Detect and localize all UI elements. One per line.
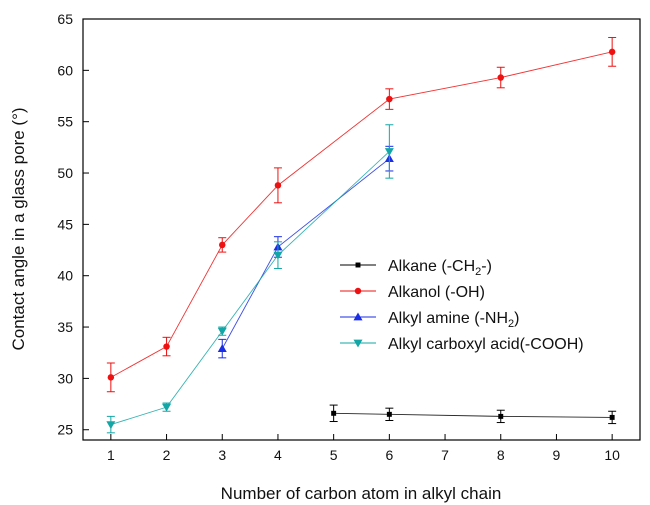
series-line <box>333 412 613 418</box>
data-point <box>384 148 394 156</box>
legend-marker <box>355 262 361 268</box>
data-point <box>274 182 282 189</box>
y-tick-label: 45 <box>57 216 73 232</box>
y-tick-label: 25 <box>57 422 73 438</box>
series-2 <box>217 145 394 359</box>
x-axis-label: Number of carbon atom in alkyl chain <box>221 484 502 503</box>
series-layer <box>106 36 617 434</box>
series-3 <box>106 124 394 434</box>
data-point <box>608 48 616 56</box>
data-point <box>331 410 337 416</box>
legend-marker <box>354 287 362 295</box>
data-point <box>609 414 615 420</box>
y-axis-label: Contact angle in a glass pore (°) <box>9 107 28 350</box>
data-point <box>498 413 504 419</box>
plot-frame <box>82 18 641 441</box>
x-tick-label: 10 <box>604 447 620 463</box>
data-point <box>386 95 393 103</box>
legend-label: Alkane (-CH2-) <box>388 258 492 278</box>
y-tick-label: 30 <box>57 370 73 386</box>
legend-item-2: Alkyl amine (-NH2) <box>340 310 519 330</box>
legend-label: Alkyl carboxyl acid(-COOH) <box>388 336 584 353</box>
y-tick-label: 60 <box>57 62 73 78</box>
legend-marker <box>353 312 363 321</box>
series-0 <box>329 404 617 425</box>
y-axis: 25 30 35 40 45 50 55 60 65 <box>57 11 89 438</box>
y-tick-label: 40 <box>57 268 73 284</box>
x-tick-label: 9 <box>553 447 561 463</box>
legend-marker <box>353 339 363 348</box>
legend: Alkane (-CH2-) Alkanol (-OH) Alkyl amine (… <box>340 258 584 353</box>
x-tick-label: 7 <box>441 447 449 463</box>
x-tick-label: 2 <box>163 447 171 463</box>
y-tick-label: 50 <box>57 165 73 181</box>
data-point <box>386 411 392 417</box>
x-tick-label: 5 <box>330 447 338 463</box>
x-tick-label: 3 <box>218 447 226 463</box>
legend-item-1: Alkanol (-OH) <box>340 284 485 301</box>
legend-label: Alkyl amine (-NH2) <box>388 310 519 330</box>
data-point <box>273 251 283 260</box>
y-tick-label: 35 <box>57 319 73 335</box>
y-tick-label: 65 <box>57 11 73 27</box>
series-line <box>110 151 390 426</box>
legend-item-3: Alkyl carboxyl acid(-COOH) <box>340 336 584 353</box>
x-tick-label: 6 <box>385 447 393 463</box>
x-tick-label: 4 <box>274 447 282 463</box>
data-point <box>219 241 226 249</box>
series-line <box>110 51 613 378</box>
data-point <box>106 421 116 430</box>
data-point <box>497 74 504 81</box>
series-line <box>221 158 390 349</box>
x-axis: 1 2 3 4 5 6 7 8 9 10 <box>107 434 620 463</box>
x-tick-label: 8 <box>497 447 505 463</box>
data-point <box>217 327 227 336</box>
data-point <box>162 403 172 412</box>
legend-label: Alkanol (-OH) <box>388 284 485 301</box>
series-1 <box>106 36 617 393</box>
data-point <box>107 374 115 381</box>
data-point <box>217 344 227 352</box>
legend-item-0: Alkane (-CH2-) <box>340 258 492 278</box>
x-tick-label: 1 <box>107 447 115 463</box>
data-point <box>163 343 170 350</box>
y-tick-label: 55 <box>57 114 73 130</box>
